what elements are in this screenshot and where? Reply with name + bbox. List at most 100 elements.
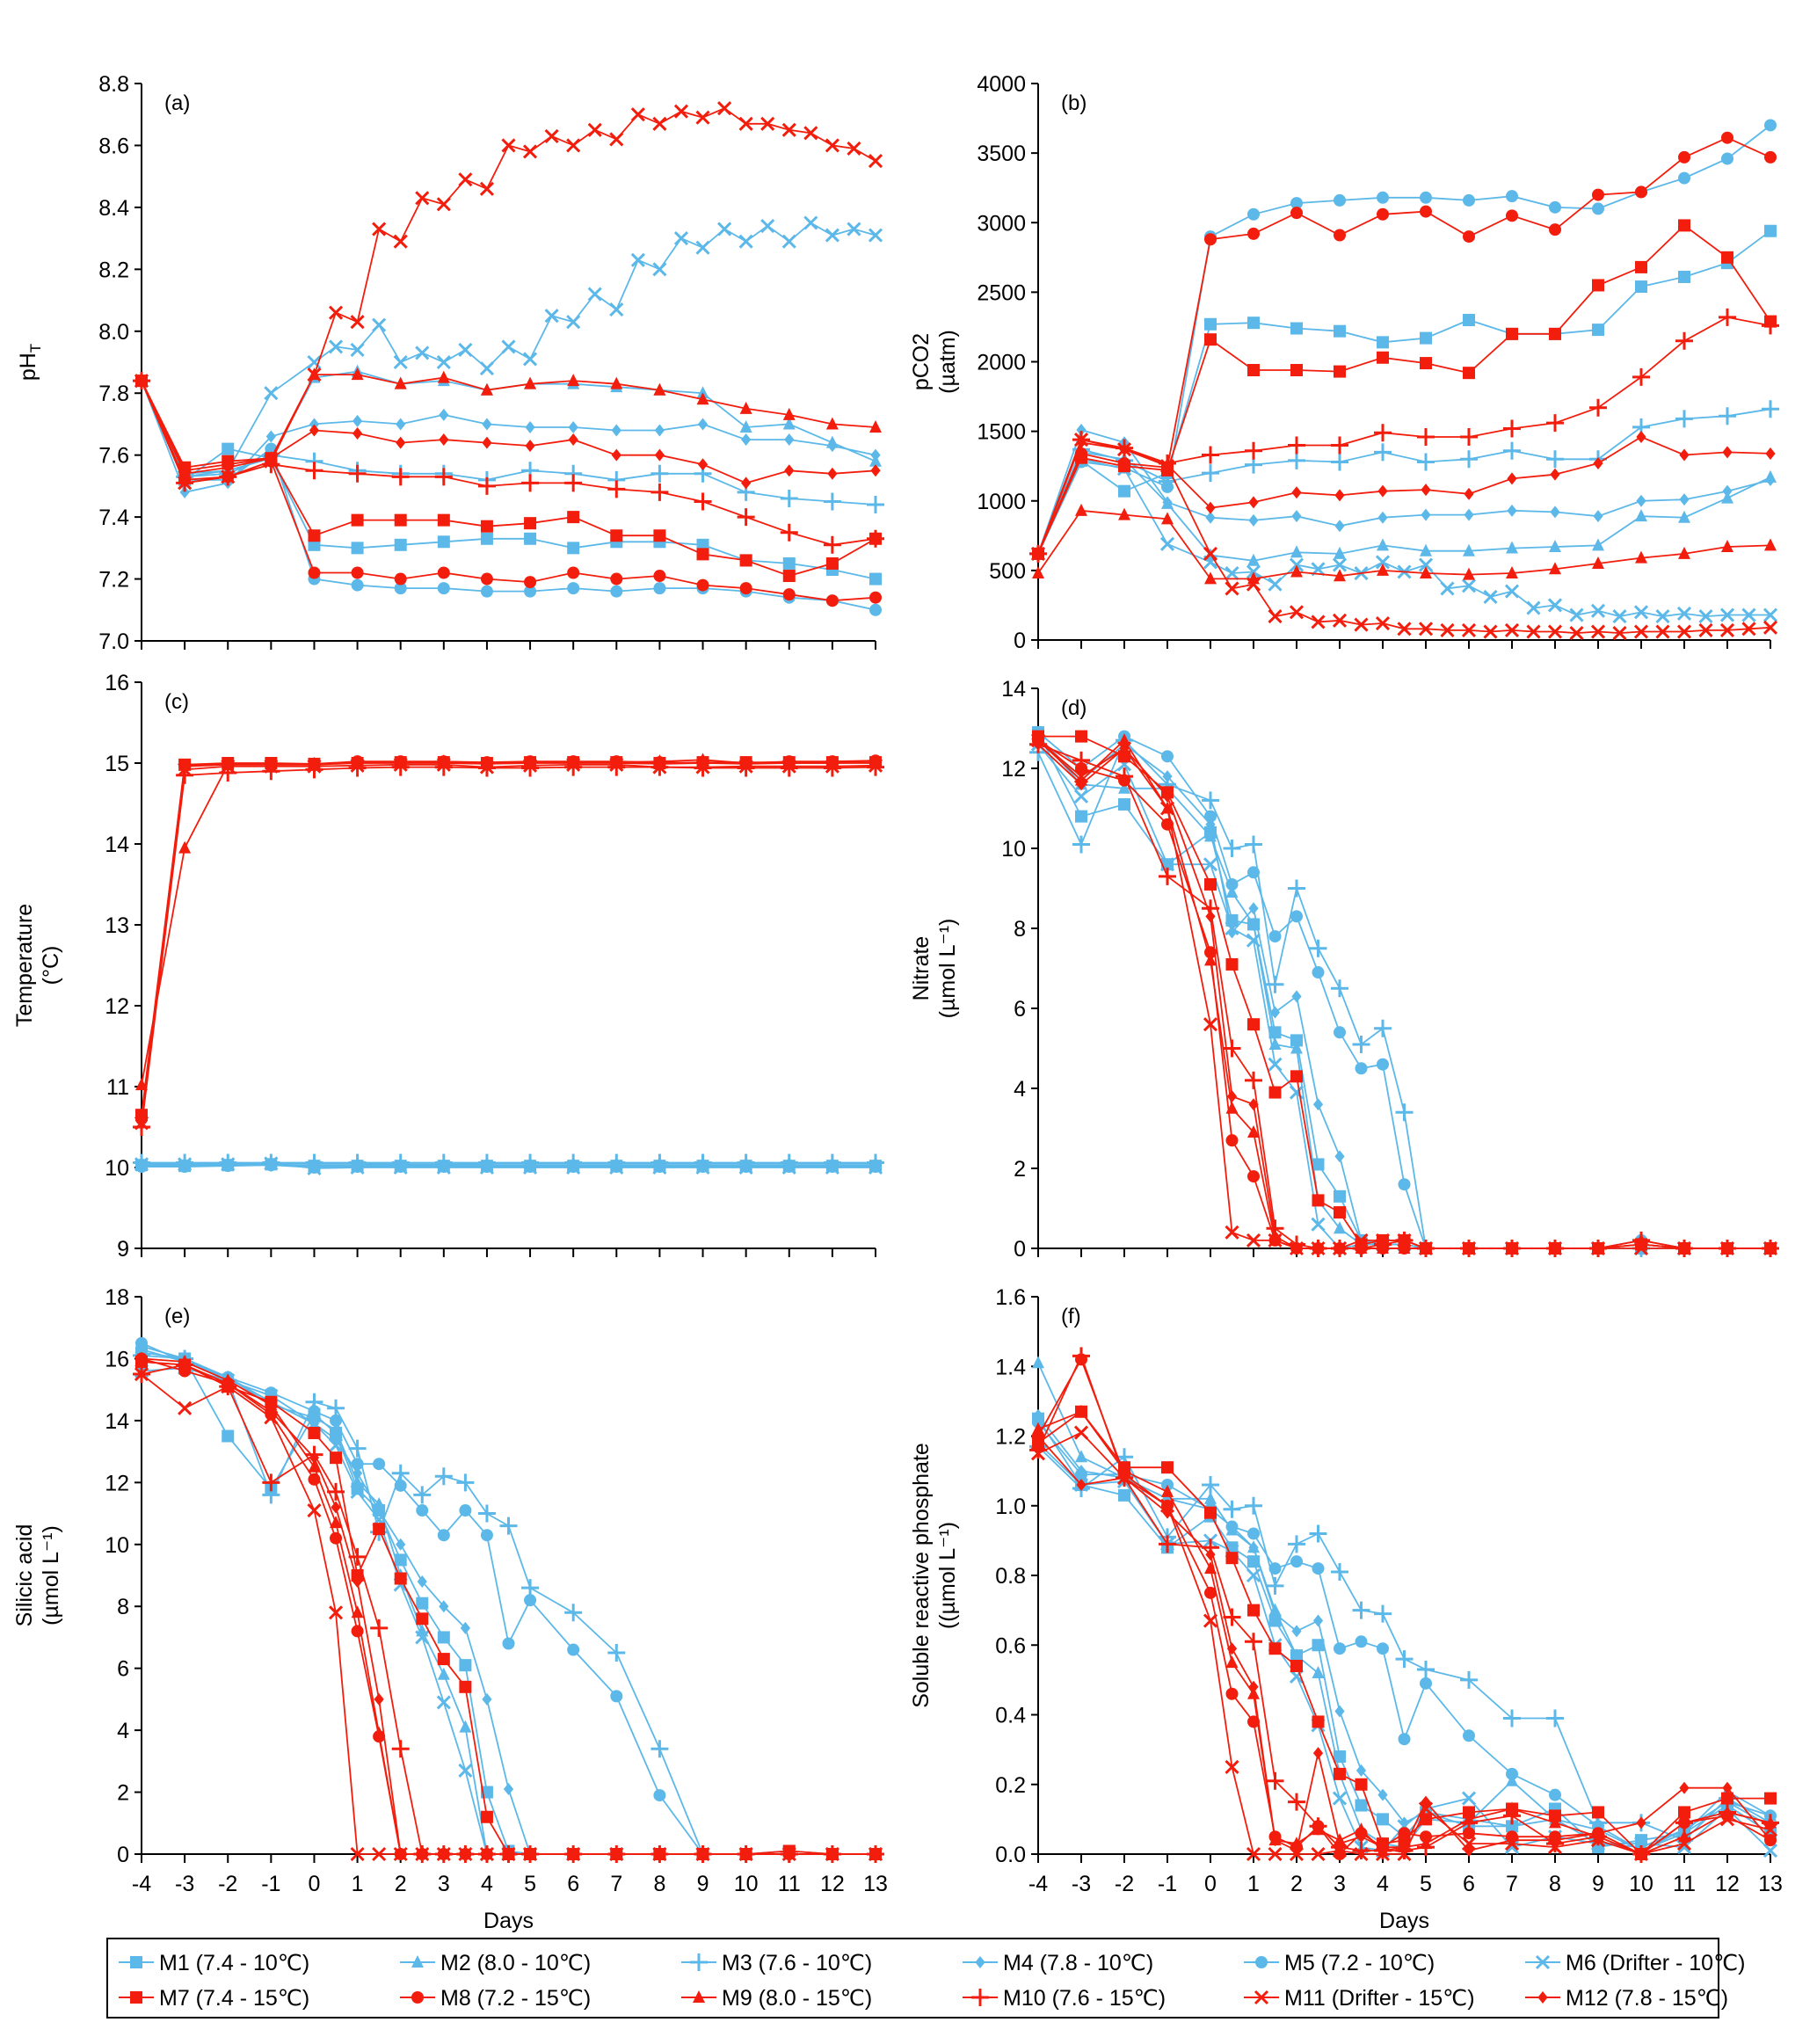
data-point-M11 xyxy=(1418,1801,1434,1816)
x-tick-label: 13 xyxy=(863,1872,888,1896)
data-point-M12 xyxy=(784,757,795,769)
data-point-M11 xyxy=(372,222,387,236)
data-point-M3 xyxy=(456,1473,475,1492)
data-point-M1 xyxy=(1420,331,1432,345)
legend-label: M7 (7.4 - 15℃) xyxy=(159,1986,309,2011)
y-axis-unit-text: (µatm) xyxy=(935,330,960,394)
data-point-M9 xyxy=(1204,571,1217,585)
data-point-M4 xyxy=(1162,496,1173,509)
data-point-M10 xyxy=(1072,1347,1090,1365)
data-point-M4 xyxy=(1636,494,1646,507)
legend-label: M11 (Drifter - 15℃) xyxy=(1284,1986,1475,2011)
data-point-M9 xyxy=(739,401,752,414)
data-point-M6 xyxy=(522,352,538,367)
data-point-M11 xyxy=(566,138,581,153)
series-line-M5 xyxy=(1037,731,1770,1249)
legend-item-M2: M2 (8.0 - 10℃) xyxy=(400,1951,591,1975)
data-point-M2 xyxy=(1290,1041,1303,1054)
data-point-M6 xyxy=(458,342,473,357)
data-point-M10 xyxy=(1460,1814,1478,1832)
data-point-M11 xyxy=(717,101,732,116)
series-M12 xyxy=(136,1355,881,1860)
data-point-M5 xyxy=(1290,910,1303,923)
series-line-M7 xyxy=(141,761,876,1116)
data-point-M5 xyxy=(1420,1677,1432,1690)
data-point-M12 xyxy=(1162,1506,1173,1519)
data-point-M12 xyxy=(1765,1834,1776,1847)
data-point-M9 xyxy=(1764,538,1777,551)
data-point-M12 xyxy=(1269,1230,1281,1243)
data-point-M6 xyxy=(1246,1568,1261,1583)
data-point-M7 xyxy=(480,520,493,533)
legend-label: M1 (7.4 - 10℃) xyxy=(159,1951,309,1975)
x-axis-title: Days xyxy=(483,1909,534,1933)
data-point-M7 xyxy=(437,1653,450,1666)
data-point-M3 xyxy=(1460,450,1478,469)
data-point-M12 xyxy=(1355,1242,1367,1255)
data-point-M12 xyxy=(1722,446,1733,459)
data-point-M12 xyxy=(1421,1242,1431,1255)
data-point-M11 xyxy=(1311,615,1326,629)
data-point-M9 xyxy=(1161,512,1174,525)
data-point-M12 xyxy=(1119,1472,1130,1485)
data-point-M4 xyxy=(654,424,665,437)
data-point-M4 xyxy=(1205,818,1216,831)
panel-f: 0.00.20.40.60.81.01.21.41.6-4 -3 -2 -1 0 1 2 3 4… xyxy=(909,1285,1783,1933)
x-tick-label: 0 xyxy=(1204,1872,1217,1896)
data-point-M8 xyxy=(782,588,796,601)
y-tick-label: 8.2 xyxy=(98,258,129,282)
series-line-M12 xyxy=(1037,1435,1771,1852)
series-M11 xyxy=(1030,433,1778,641)
data-point-M12 xyxy=(697,757,709,769)
series-line-M6 xyxy=(1037,1442,1771,1851)
data-point-M4 xyxy=(1679,493,1690,506)
data-point-M4 xyxy=(827,440,838,453)
data-point-M5 xyxy=(394,582,407,595)
x-tick-label: 6 xyxy=(567,1872,579,1896)
data-point-M2 xyxy=(1032,1356,1044,1369)
data-point-M12 xyxy=(1119,742,1130,755)
data-point-M4 xyxy=(1334,1150,1345,1163)
data-point-M9 xyxy=(524,376,537,389)
data-point-M2 xyxy=(1290,1648,1303,1662)
series-M12 xyxy=(1033,430,1776,560)
data-point-M3 xyxy=(823,492,841,511)
data-point-M8 xyxy=(1247,227,1260,240)
series-line-M3 xyxy=(1037,1445,1771,1842)
data-point-M6 xyxy=(522,1160,538,1175)
data-point-M11 xyxy=(1483,624,1498,639)
data-point-M6 xyxy=(1633,605,1649,620)
data-point-M12 xyxy=(1248,1098,1259,1111)
data-point-M11 xyxy=(350,1846,365,1862)
data-point-M12 xyxy=(1312,1747,1324,1760)
data-point-M6 xyxy=(221,1157,236,1172)
series-M9 xyxy=(135,753,882,1091)
y-tick-label: 6 xyxy=(1014,997,1026,1022)
data-point-M3 xyxy=(1331,1563,1348,1582)
data-point-M6 xyxy=(544,309,559,324)
series-line-M2 xyxy=(1037,735,1770,1249)
data-point-M4 xyxy=(1312,1614,1324,1627)
data-point-M7 xyxy=(1075,730,1087,743)
series-line-M4 xyxy=(1037,735,1770,1249)
data-point-M3 xyxy=(327,1399,345,1417)
data-point-M12 xyxy=(870,464,881,477)
series-M7 xyxy=(135,756,882,1122)
data-point-M11 xyxy=(1073,1425,1089,1440)
data-point-M9 xyxy=(825,417,839,430)
series-M9 xyxy=(1032,1404,1777,1859)
data-point-M4 xyxy=(1269,1607,1281,1620)
data-point-M6 xyxy=(1762,607,1778,622)
data-point-M2 xyxy=(1247,553,1260,566)
data-point-M12 xyxy=(222,461,233,474)
data-point-M6 xyxy=(458,1763,473,1778)
data-point-M11 xyxy=(1762,1822,1778,1837)
data-point-M1 xyxy=(524,532,537,545)
data-point-M9 xyxy=(1334,569,1346,582)
data-point-M2 xyxy=(1592,538,1604,551)
data-point-M3 xyxy=(1374,1604,1392,1623)
data-point-M11 xyxy=(1719,1812,1735,1827)
data-point-M12 xyxy=(1722,1242,1733,1255)
y-tick-label: 1.6 xyxy=(995,1285,1026,1310)
data-point-M6 xyxy=(1741,607,1756,622)
